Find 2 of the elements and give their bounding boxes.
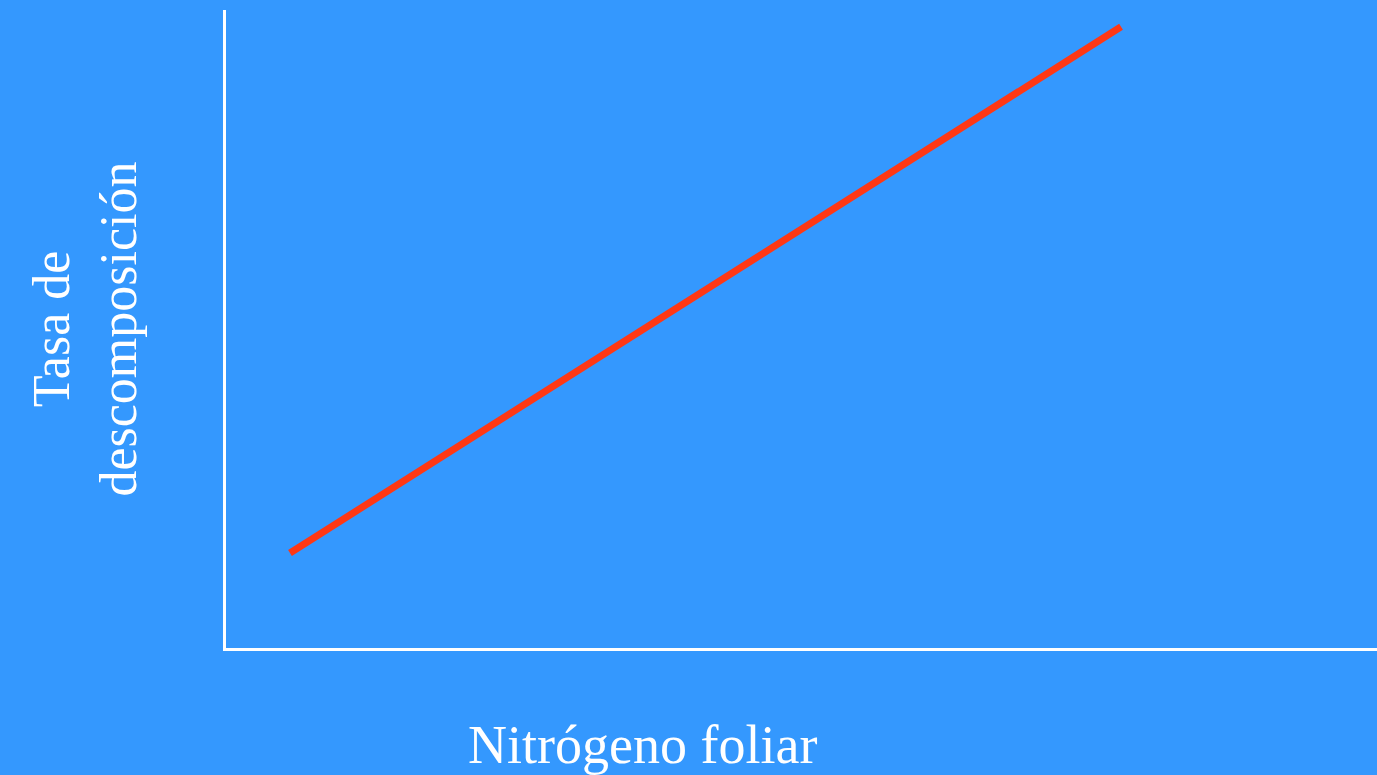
- y-axis-title: Tasa de descomposición: [22, 161, 148, 497]
- x-axis-title: Nitrógeno foliar: [468, 715, 818, 775]
